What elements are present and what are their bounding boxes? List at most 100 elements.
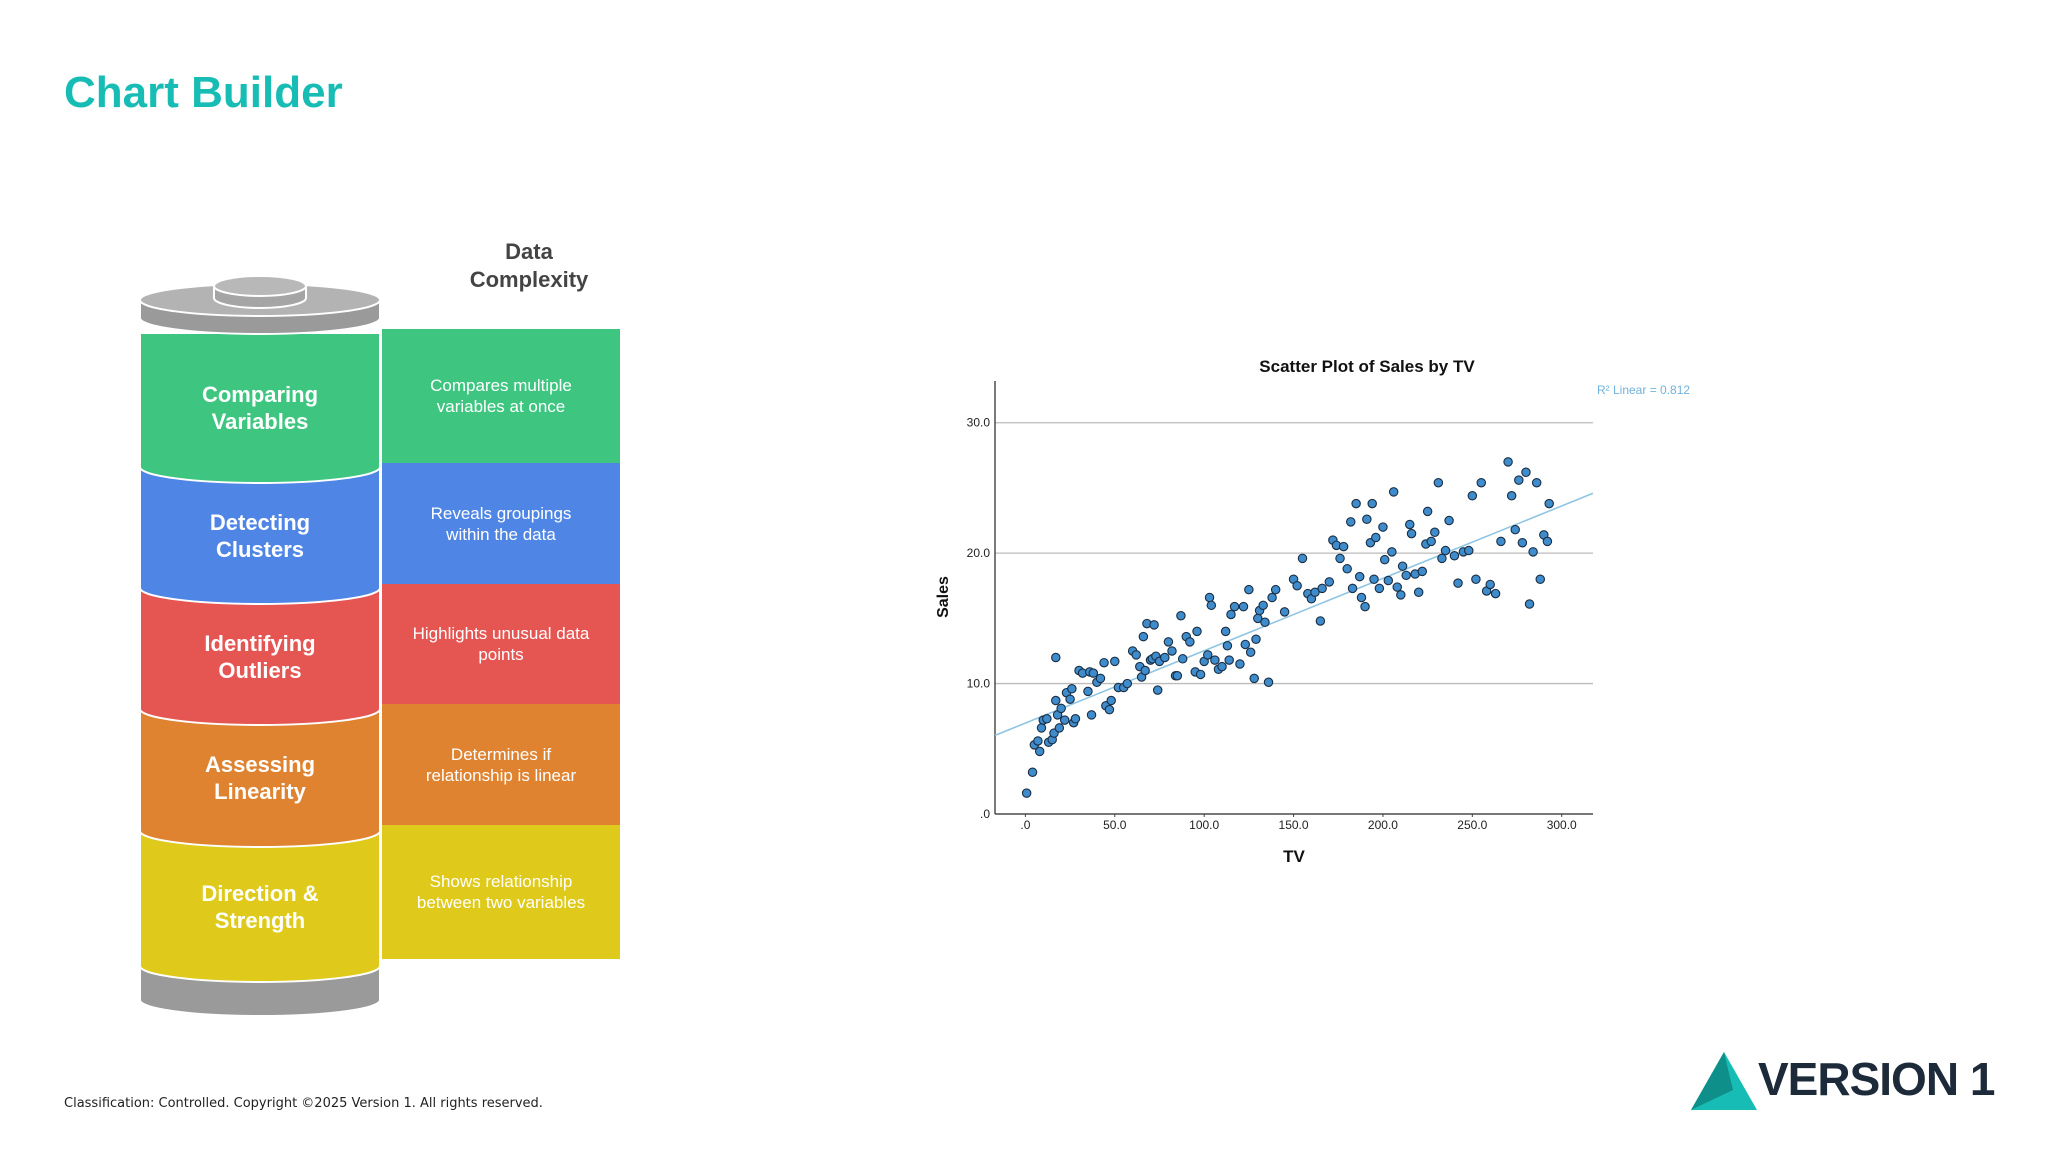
layer-label: Direction & Strength (201, 880, 319, 933)
y-axis-label: Sales (935, 576, 952, 618)
point (1430, 527, 1440, 538)
cap-knob-top (213, 275, 307, 297)
point (1374, 583, 1385, 594)
point (1367, 498, 1377, 509)
fit-line (994, 492, 1594, 737)
point (1405, 519, 1415, 530)
point (1195, 669, 1206, 680)
point (1240, 639, 1251, 650)
point (1517, 537, 1528, 548)
point (1172, 671, 1183, 681)
point (1270, 584, 1281, 595)
point (1317, 583, 1327, 594)
point (1059, 715, 1070, 725)
point (1535, 574, 1546, 584)
point (1396, 590, 1406, 600)
point (1471, 574, 1481, 584)
x-tick-label: 150.0 (1279, 818, 1309, 832)
point (1335, 553, 1345, 564)
point (1051, 652, 1061, 663)
point (1379, 554, 1390, 565)
point (1086, 710, 1097, 720)
point (1027, 767, 1038, 778)
point (1490, 588, 1501, 599)
point (1260, 617, 1270, 628)
point (1042, 714, 1052, 724)
point (1413, 587, 1424, 598)
point (1095, 673, 1106, 684)
layer-label: Identifying Outliers (204, 630, 316, 683)
point (1464, 545, 1474, 556)
x-axis-label: TV (1283, 847, 1305, 866)
point (1021, 788, 1032, 798)
point (1244, 584, 1254, 595)
point (1378, 522, 1388, 532)
point (1528, 547, 1538, 557)
point (1149, 620, 1159, 630)
cylinder-layer (139, 587, 381, 726)
point (1371, 532, 1381, 543)
point (1506, 491, 1517, 501)
description-box (382, 704, 620, 825)
point (1422, 506, 1433, 517)
point (1088, 668, 1099, 678)
point (1267, 592, 1277, 603)
point (1229, 601, 1240, 612)
description-box (382, 329, 620, 463)
x-tick-label: 250.0 (1457, 818, 1487, 832)
point (1176, 611, 1186, 621)
point (1354, 571, 1365, 582)
point (1338, 541, 1349, 552)
point (1067, 684, 1077, 694)
point (1238, 601, 1249, 612)
point (1476, 477, 1487, 488)
point (1369, 574, 1379, 584)
cylinder-layer (139, 332, 381, 484)
layer-description: Reveals groupings within the data (430, 503, 572, 544)
point (1106, 695, 1116, 706)
y-tick-label: .0 (980, 807, 990, 821)
chart-title: Scatter Plot of Sales by TV (1259, 357, 1475, 376)
point (1531, 477, 1542, 488)
point (1362, 514, 1372, 524)
point (1297, 553, 1308, 564)
point (1138, 631, 1149, 642)
point (1224, 655, 1234, 665)
description-box (382, 825, 620, 959)
point (1083, 686, 1093, 697)
point (1152, 685, 1163, 695)
y-tick-label: 10.0 (967, 677, 991, 691)
point (1524, 599, 1535, 609)
point (1263, 677, 1274, 688)
point (1070, 714, 1081, 724)
point (1387, 547, 1397, 557)
point (1056, 703, 1066, 714)
layer-label: Assessing Linearity (204, 752, 316, 804)
point (1310, 587, 1320, 598)
point (1222, 641, 1233, 651)
diagram-header: Data Complexity (469, 239, 589, 292)
point (1544, 498, 1554, 509)
point (1051, 695, 1061, 706)
layer-label: Detecting Clusters (209, 509, 311, 562)
point (1542, 536, 1553, 547)
cylinder-layer (139, 830, 381, 983)
y-tick-label: 20.0 (967, 546, 991, 560)
point (1342, 564, 1352, 574)
cylinder-layer (139, 708, 381, 848)
logo: VERSION 1 (1758, 1053, 1995, 1105)
point (1140, 665, 1150, 676)
point (1426, 536, 1436, 547)
point (1514, 475, 1524, 485)
description-box (382, 463, 620, 584)
point (1360, 601, 1370, 612)
point (1202, 650, 1213, 660)
point (1401, 570, 1411, 581)
point (1065, 694, 1075, 704)
point (1167, 646, 1177, 656)
point (1104, 704, 1115, 715)
point (1131, 650, 1141, 660)
annotation: R² Linear = 0.812 (1597, 383, 1690, 397)
